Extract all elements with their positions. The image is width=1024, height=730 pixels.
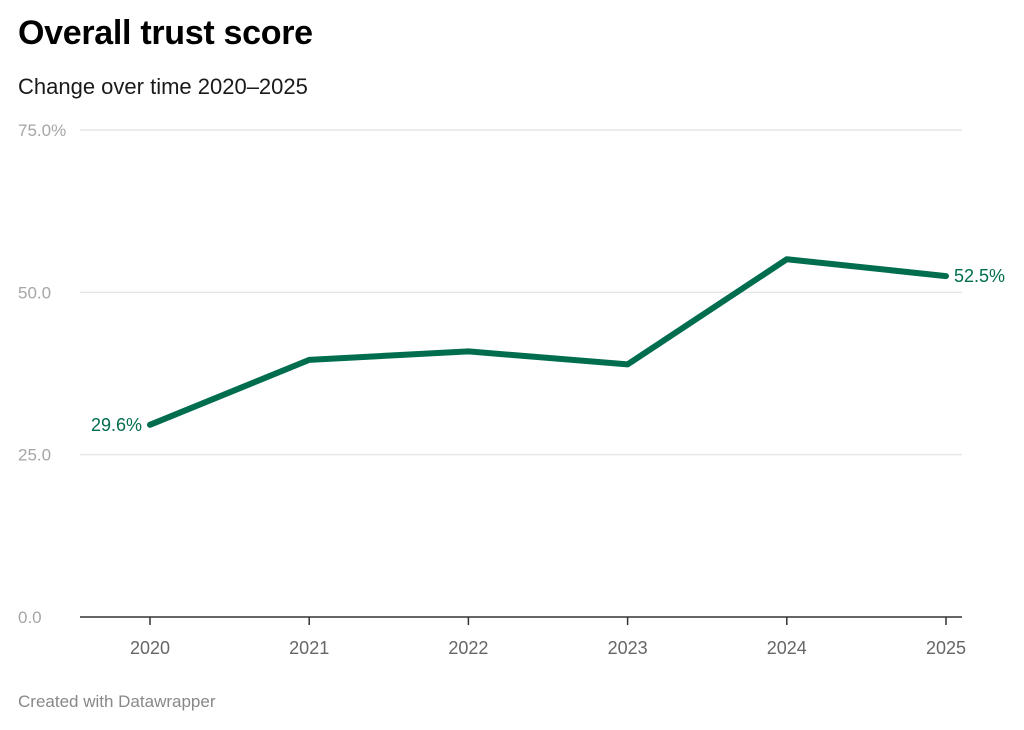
y-tick-label: 25.0 bbox=[18, 446, 51, 465]
y-tick-label: 0.0 bbox=[18, 608, 42, 627]
gridlines bbox=[80, 129, 962, 456]
chart-title: Overall trust score bbox=[18, 14, 313, 52]
data-labels: 29.6% 52.5% bbox=[91, 266, 1005, 435]
chart-subtitle: Change over time 2020–2025 bbox=[18, 74, 308, 99]
x-axis: 2020 2021 2022 2023 2024 2025 bbox=[80, 616, 966, 658]
x-tick-label: 2025 bbox=[926, 638, 966, 658]
series-lines bbox=[147, 256, 949, 428]
y-tick-label: 50.0 bbox=[18, 283, 51, 302]
series-line bbox=[147, 256, 949, 428]
x-tick-label: 2020 bbox=[130, 638, 170, 658]
y-tick-label: 75.0% bbox=[18, 121, 66, 140]
x-tick-label: 2022 bbox=[448, 638, 488, 658]
x-tick-label: 2024 bbox=[767, 638, 807, 658]
data-label: 52.5% bbox=[954, 266, 1005, 286]
attribution-footer: Created with Datawrapper bbox=[18, 692, 216, 711]
y-axis-ticks: 0.0 25.0 50.0 75.0% bbox=[18, 121, 66, 627]
data-label: 29.6% bbox=[91, 415, 142, 435]
x-tick-label: 2023 bbox=[608, 638, 648, 658]
x-tick-label: 2021 bbox=[289, 638, 329, 658]
